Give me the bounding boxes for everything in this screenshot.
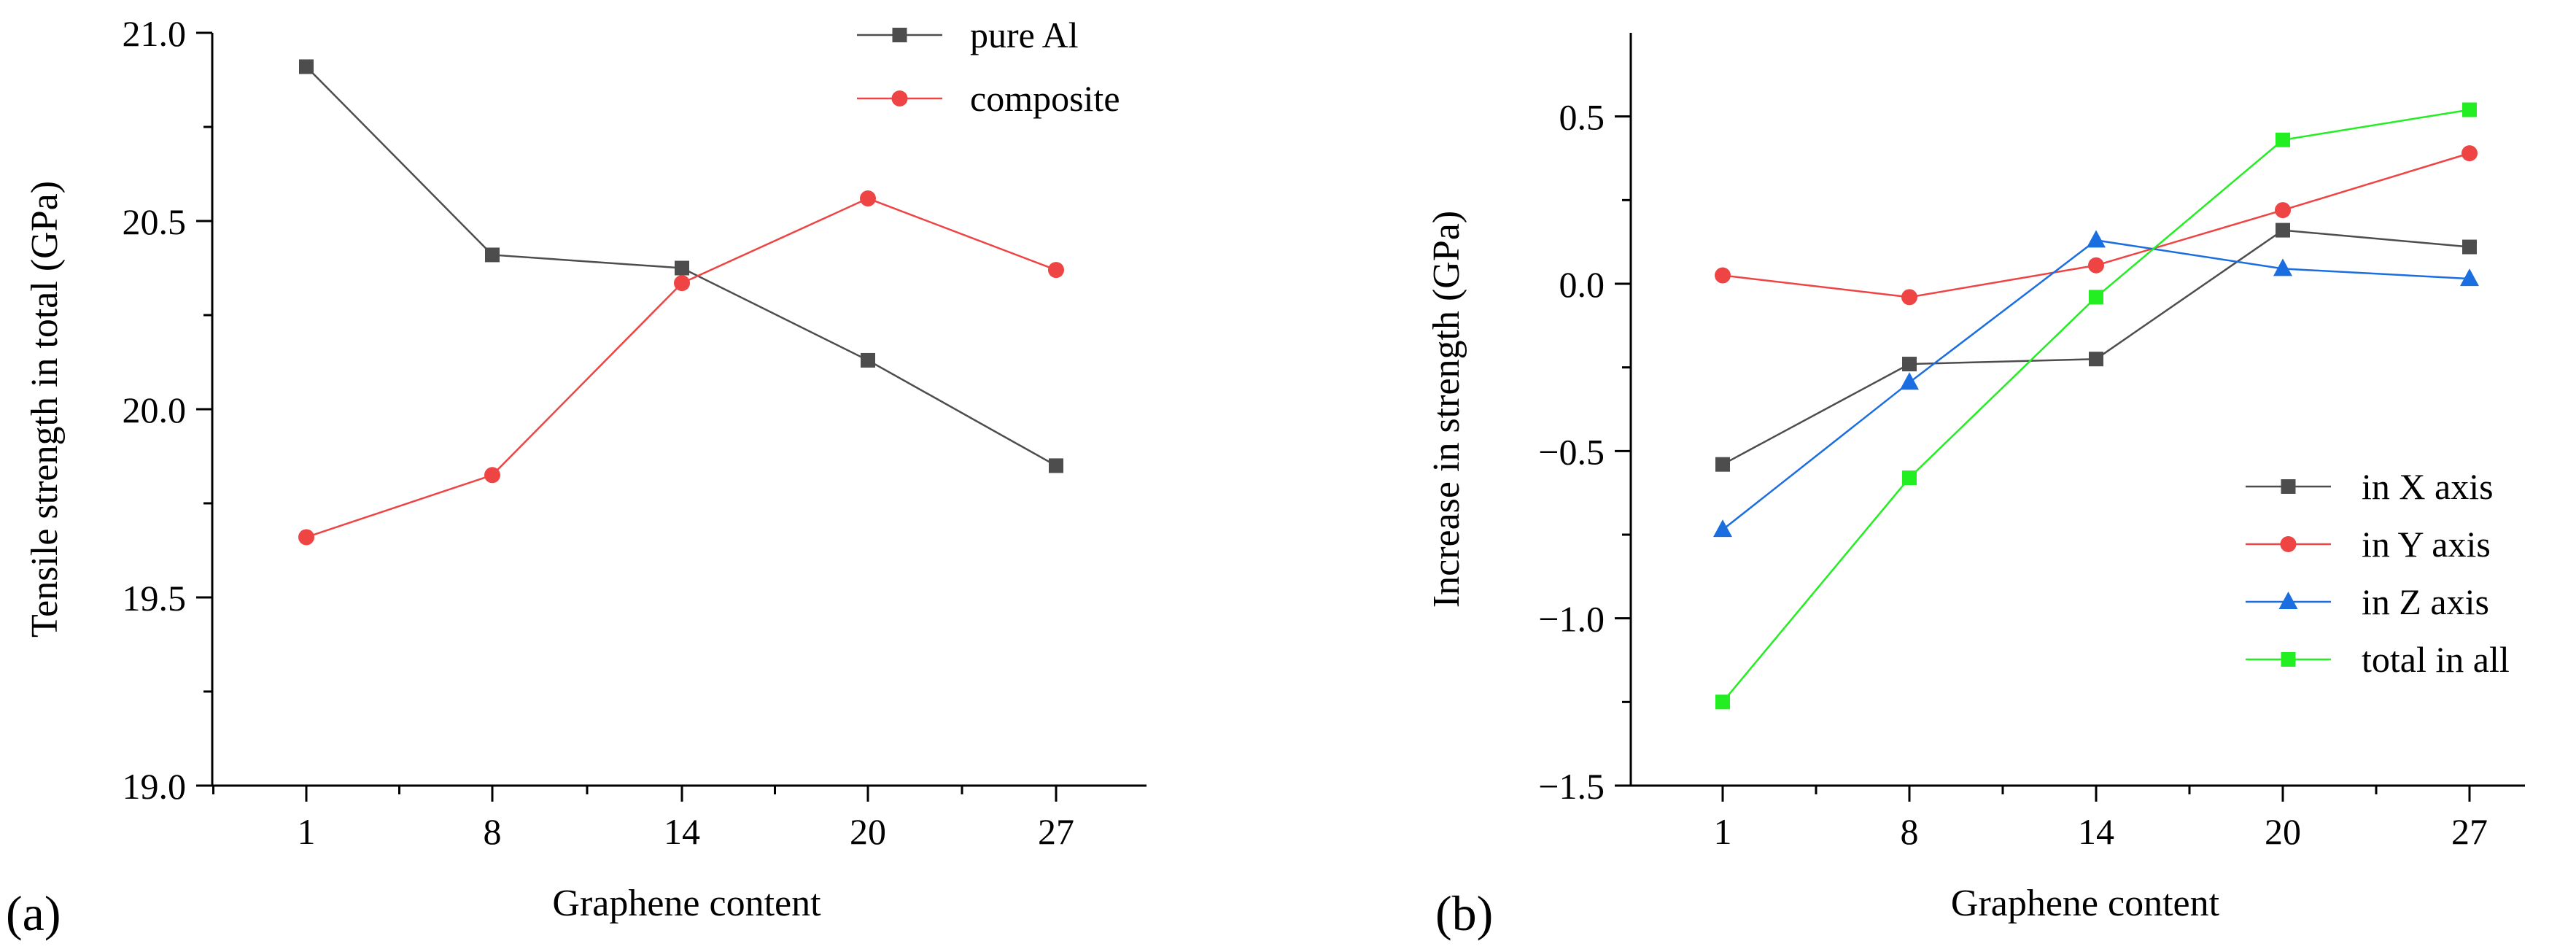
series-line-composite (306, 197, 1057, 538)
y-tick-label: −1.5 (1538, 766, 1605, 807)
x-tick-label: 8 (1901, 811, 1919, 852)
y-axis-title: Increase in strength (GPa) (1426, 211, 1467, 608)
data-point-total-in-all (1715, 694, 1730, 710)
data-point-in-x-axis (2276, 222, 2290, 238)
data-point-in-z-axis (2273, 258, 2292, 276)
panel-label: (a) (6, 886, 61, 941)
series-line-in-z-axis (1722, 239, 2470, 531)
data-point-total-in-all (2089, 290, 2103, 305)
data-point-composite (674, 275, 690, 292)
legend-marker (2281, 479, 2296, 494)
legend-label: in Y axis (2362, 524, 2491, 565)
data-point-composite (484, 467, 500, 484)
x-tick-label: 27 (2451, 811, 2488, 852)
data-point-total-in-all (1902, 470, 1917, 486)
series-line-in-y-axis (1722, 152, 2470, 298)
series-line-total-in-all (1722, 109, 2470, 703)
data-point-composite (1048, 262, 1064, 279)
data-point-in-y-axis (1901, 289, 1917, 306)
y-tick-label: −0.5 (1538, 431, 1605, 472)
x-tick-label: 8 (484, 811, 502, 852)
legend-marker (2278, 592, 2298, 609)
y-tick-label: −1.0 (1538, 599, 1605, 640)
legend-marker (2280, 536, 2297, 552)
y-tick-label: 21.0 (123, 13, 187, 54)
chart-panel-b: −1.5 −1.0 −0.5 0.0 0.5 1 8 14 20 27 Increase in st… (1426, 33, 2525, 941)
legend-label: in X axis (2362, 466, 2494, 507)
legend-label: pure Al (970, 15, 1079, 55)
x-tick-label: 1 (298, 811, 316, 852)
y-tick-label: 20.5 (123, 201, 187, 242)
x-axis-title: Graphene content (1951, 883, 2220, 924)
x-tick-label: 14 (2078, 811, 2114, 852)
legend-marker (891, 90, 908, 106)
legend-label: composite (970, 78, 1120, 119)
y-tick-label: 19.5 (123, 578, 187, 619)
y-tick-label: 20.0 (123, 390, 187, 430)
legend-marker (2281, 652, 2296, 667)
legend-label: in Z axis (2362, 581, 2489, 622)
data-point-pure-al (675, 260, 689, 276)
data-point-in-x-axis (1902, 357, 1917, 372)
data-point-pure-al (1049, 458, 1063, 473)
data-point-pure-al (299, 59, 314, 74)
x-axis-title: Graphene content (552, 883, 821, 924)
data-point-in-y-axis (2088, 257, 2104, 274)
data-point-composite (298, 529, 314, 546)
data-point-in-x-axis (2089, 352, 2103, 367)
y-tick-label: 0.0 (1559, 264, 1605, 305)
y-axis-title: Tensile strength in total (GPa) (24, 181, 66, 638)
x-tick-label: 20 (2265, 811, 2301, 852)
y-tick-label: 0.5 (1559, 97, 1605, 138)
data-point-pure-al (485, 247, 500, 263)
legend-marker (892, 28, 907, 42)
data-point-in-z-axis (2460, 268, 2479, 287)
data-point-in-z-axis (1713, 519, 1732, 538)
x-tick-label: 27 (1038, 811, 1074, 852)
x-tick-label: 1 (1714, 811, 1732, 852)
data-point-in-y-axis (1715, 267, 1731, 284)
x-tick-label: 20 (850, 811, 886, 852)
data-point-pure-al (861, 352, 875, 368)
data-point-in-x-axis (2462, 239, 2477, 255)
x-tick-label: 14 (664, 811, 700, 852)
data-point-total-in-all (2276, 132, 2290, 147)
chart-panel-a: 19.0 19.5 20.0 20.5 21.0 1 8 14 20 27 Tensile stre… (6, 13, 1147, 941)
data-point-in-z-axis (1900, 372, 1919, 390)
legend-label: total in all (2362, 639, 2510, 680)
data-point-total-in-all (2462, 102, 2477, 117)
data-point-composite (860, 190, 876, 207)
data-point-in-x-axis (1715, 457, 1730, 472)
data-point-in-z-axis (2087, 230, 2106, 248)
data-point-in-y-axis (2275, 202, 2291, 219)
y-tick-label: 19.0 (123, 766, 187, 807)
data-point-in-y-axis (2461, 145, 2478, 162)
panel-label: (b) (1435, 886, 1493, 941)
